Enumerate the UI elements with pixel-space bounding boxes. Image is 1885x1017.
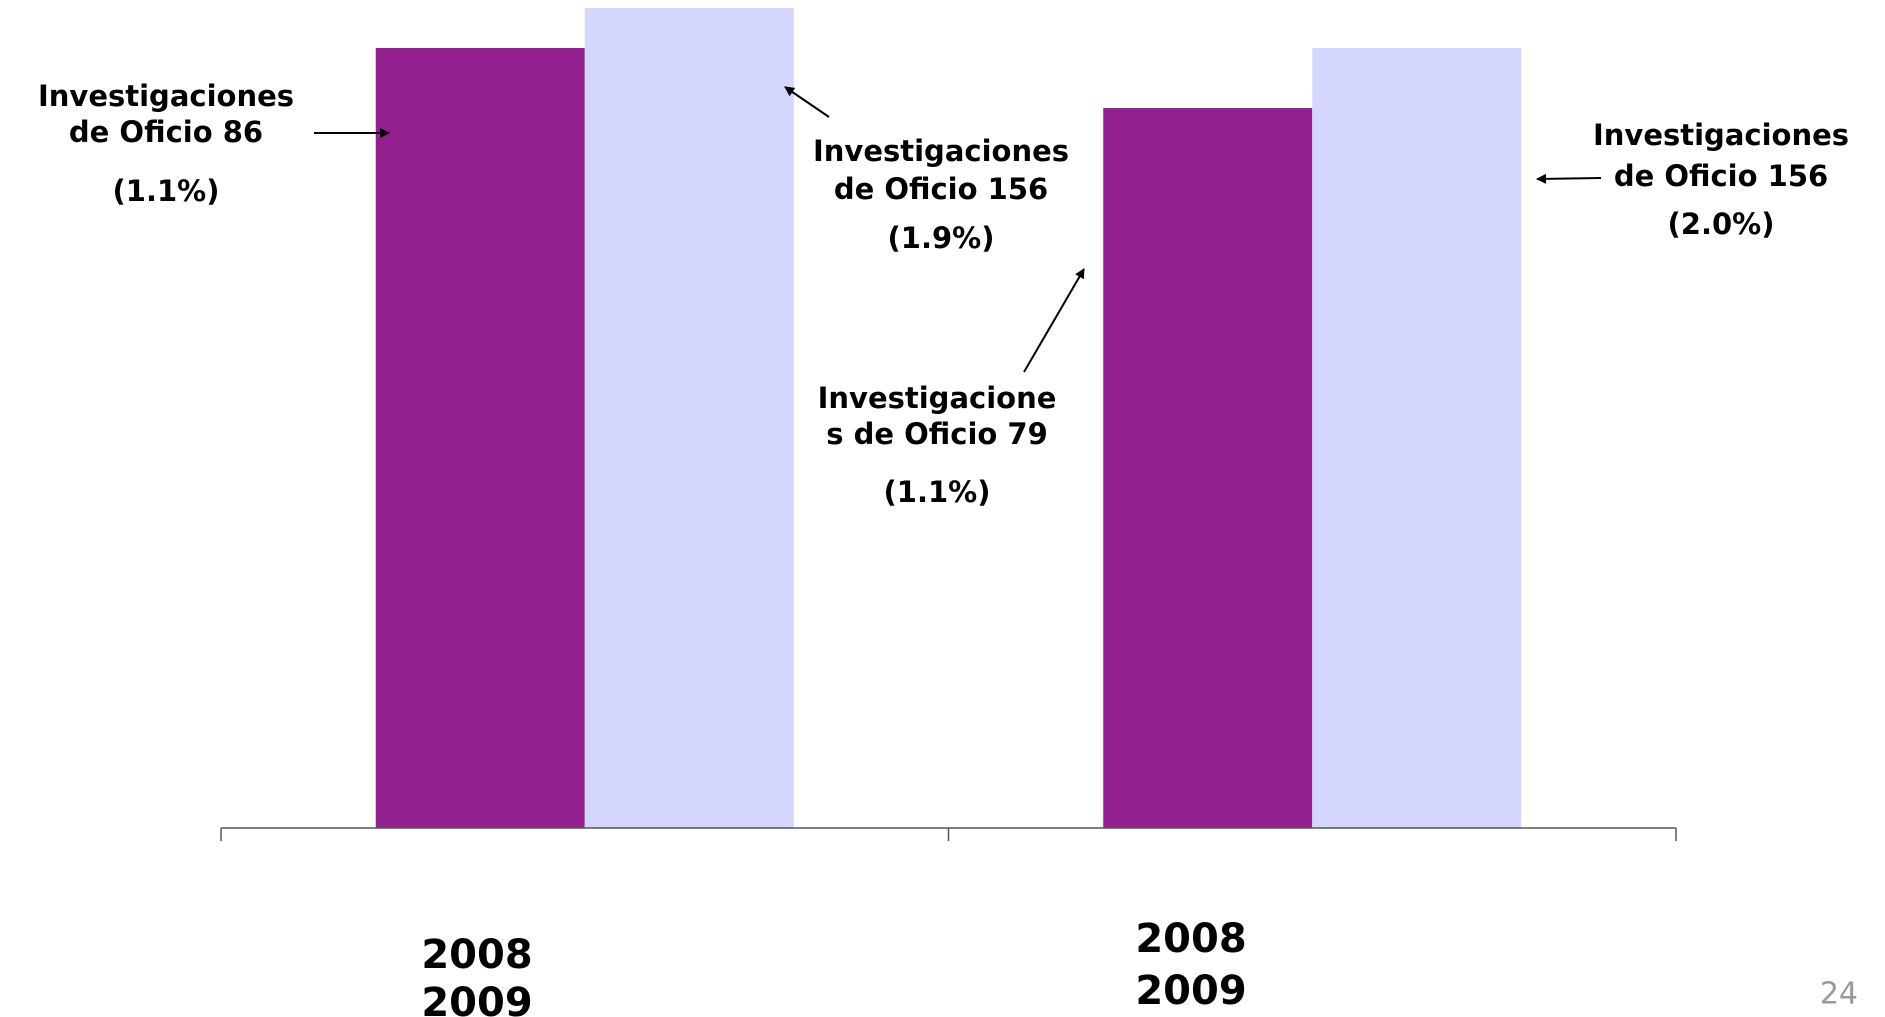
annotation: (1.1%) <box>884 475 991 509</box>
x-tick-label: 2008 <box>421 932 532 978</box>
annotation: (1.1%) <box>113 174 220 208</box>
bars <box>375 8 1522 828</box>
x-tick-label: 2009 <box>1135 968 1246 1014</box>
annotation: (1.9%) <box>888 221 995 255</box>
bar <box>1103 108 1313 828</box>
annotation: de Oficio 156 <box>834 172 1048 206</box>
annotation: Investigaciones <box>1593 118 1849 152</box>
bar <box>375 48 585 828</box>
arrow <box>784 86 830 118</box>
annotation: Investigaciones <box>38 79 294 113</box>
annotation: de Oficio 156 <box>1614 159 1828 193</box>
annotation: de Oficio 86 <box>69 115 263 149</box>
annotation: (2.0%) <box>1668 207 1775 241</box>
bar <box>1312 48 1522 828</box>
annotation: Investigacione <box>818 381 1057 415</box>
bar <box>584 8 794 828</box>
annotation: s de Oficio 79 <box>826 417 1048 451</box>
x-tick-label: 2008 <box>1135 916 1246 962</box>
page-number: 24 <box>1820 977 1858 1012</box>
x-tick-label: 2009 <box>421 980 532 1017</box>
annotation: Investigaciones <box>813 134 1069 168</box>
arrow <box>1023 268 1085 373</box>
arrow <box>1536 173 1602 184</box>
